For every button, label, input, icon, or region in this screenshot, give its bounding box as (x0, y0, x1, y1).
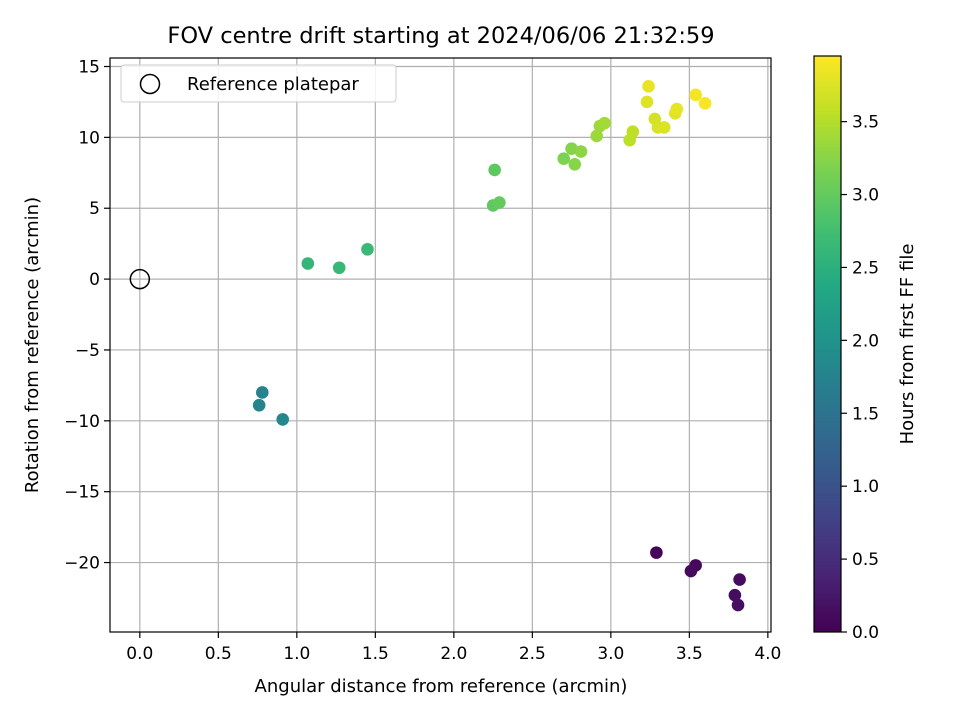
data-point (650, 546, 663, 559)
data-point (568, 157, 582, 171)
colorbar-frame (813, 55, 842, 633)
data-point (557, 152, 571, 165)
chart-title: FOV centre drift starting at 2024/06/06 … (167, 23, 714, 49)
y-tick-label: −15 (64, 483, 100, 503)
data-point (574, 145, 588, 158)
legend-entry-label: Reference platepar (187, 74, 359, 95)
plot-frame (109, 57, 772, 633)
colorbar-tick-label: 3.0 (852, 186, 879, 206)
data-point (728, 588, 742, 602)
data-point (276, 413, 290, 426)
x-tick-label: 2.0 (440, 644, 467, 664)
colorbar-tick-label: 0.5 (852, 550, 879, 570)
data-point (733, 573, 746, 586)
data-point (493, 196, 506, 209)
data-point (670, 102, 684, 116)
y-tick-label: −5 (75, 341, 100, 361)
y-tick-label: 15 (78, 58, 100, 78)
data-point (640, 95, 654, 109)
colorbar-ticks: 0.0 0.5 1.0 1.5 2.0 2.5 3.0 3.5 (841, 113, 879, 643)
x-axis-ticks: 0.0 0.5 1.0 1.5 2.0 2.5 3.0 3.5 4.0 (126, 632, 781, 664)
legend-open-circle-icon (139, 73, 161, 95)
legend-box (120, 64, 397, 103)
grid-lines (110, 58, 771, 632)
data-point (590, 129, 604, 143)
data-point (301, 257, 315, 270)
x-tick-label: 0.5 (205, 644, 232, 664)
y-tick-label: −10 (64, 412, 100, 432)
data-point (626, 125, 640, 138)
data-point (689, 88, 702, 102)
y-tick-label: −20 (64, 554, 100, 574)
data-point (488, 163, 501, 177)
y-tick-label: 10 (78, 128, 100, 148)
colorbar-tick-label: 3.5 (852, 113, 879, 133)
x-tick-label: 1.5 (362, 644, 389, 664)
x-tick-label: 3.0 (597, 644, 624, 664)
data-point (598, 116, 611, 130)
colorbar-tick-label: 2.5 (852, 258, 879, 278)
data-point (657, 121, 671, 134)
data-point (642, 80, 655, 93)
data-point (731, 598, 745, 612)
x-tick-label: 1.0 (283, 644, 310, 664)
y-tick-label: 5 (89, 199, 100, 219)
colorbar-tick-label: 1.5 (852, 404, 879, 424)
data-point (252, 398, 266, 412)
colorbar: 0.0 0.5 1.0 1.5 2.0 2.5 3.0 3.5 Hours from firs… (813, 55, 918, 643)
data-point (332, 261, 346, 275)
data-point (361, 243, 374, 256)
data-point (684, 564, 698, 578)
colorbar-tick-label: 0.0 (852, 623, 879, 643)
colorbar-gradient (814, 56, 841, 632)
y-axis-ticks: 15 10 5 0 −5 −10 −15 −20 (64, 58, 110, 574)
colorbar-label: Hours from first FF file (897, 244, 918, 445)
reference-marker-layer (129, 268, 151, 290)
x-tick-label: 2.5 (519, 644, 546, 664)
x-tick-label: 0.0 (126, 644, 153, 664)
x-axis-label: Angular distance from reference (arcmin) (255, 676, 628, 697)
data-point (698, 97, 712, 110)
reference-platepar-marker (129, 268, 151, 290)
data-point (255, 386, 269, 399)
colorbar-tick-label: 1.0 (852, 477, 879, 497)
x-tick-label: 3.5 (676, 644, 703, 664)
y-axis-label: Rotation from reference (arcmin) (22, 197, 43, 493)
x-tick-label: 4.0 (754, 644, 781, 664)
y-tick-label: 0 (89, 270, 100, 290)
legend: Reference platepar (120, 64, 397, 103)
data-points (252, 80, 746, 612)
colorbar-tick-label: 2.0 (852, 331, 879, 351)
